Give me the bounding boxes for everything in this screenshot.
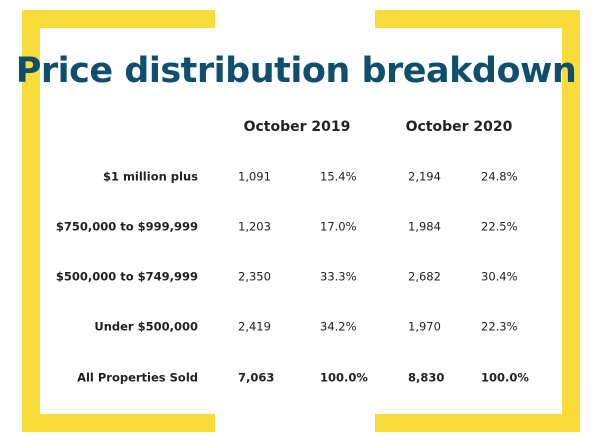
cell: 33.3% [320,270,357,284]
row-label: $1 million plus [103,170,198,184]
cell: 8,830 [408,371,444,385]
row-label: All Properties Sold [77,371,198,385]
column-header: October 2020 [406,119,513,135]
cell: 1,970 [408,320,441,334]
cell: 1,984 [408,220,441,234]
cell: 1,091 [238,170,271,184]
cell: 2,194 [408,170,441,184]
frame [22,10,580,432]
cell: 30.4% [481,270,518,284]
cell: 34.2% [320,320,357,334]
row-label: Under $500,000 [94,320,198,334]
cell: 7,063 [238,371,274,385]
row-label: $500,000 to $749,999 [56,270,198,284]
cell: 15.4% [320,170,357,184]
cell: 24.8% [481,170,518,184]
cell: 2,682 [408,270,441,284]
row-label: $750,000 to $999,999 [56,220,198,234]
cell: 100.0% [481,371,529,385]
cell: 22.3% [481,320,518,334]
column-header: October 2019 [244,119,351,135]
cell: 22.5% [481,220,518,234]
cell: 100.0% [320,371,368,385]
cell: 1,203 [238,220,271,234]
title: Price distribution breakdown [16,51,577,91]
cell: 2,419 [238,320,271,334]
cell: 2,350 [238,270,271,284]
cell: 17.0% [320,220,357,234]
